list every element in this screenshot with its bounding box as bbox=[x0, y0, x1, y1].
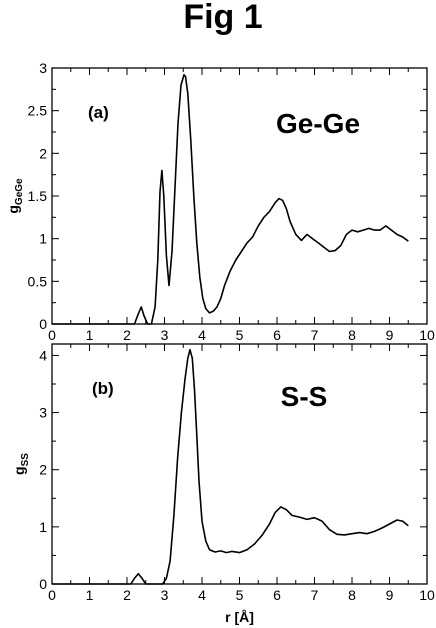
x-tick-label: 3 bbox=[161, 587, 169, 603]
y-axis-label-subscript: GeGe bbox=[14, 178, 25, 205]
y-axis-label: gGeGe bbox=[5, 178, 25, 214]
x-tick-label: 8 bbox=[348, 587, 356, 603]
y-axis-label: gSS bbox=[11, 453, 31, 475]
x-tick-label: 10 bbox=[419, 327, 435, 343]
x-tick-label: 10 bbox=[419, 587, 435, 603]
y-tick-label: 0 bbox=[39, 316, 47, 332]
y-tick-label: 1 bbox=[39, 519, 47, 535]
species-annotation: S-S bbox=[281, 381, 328, 412]
y-tick-label: 1.5 bbox=[28, 188, 48, 204]
x-tick-label: 6 bbox=[273, 587, 281, 603]
species-annotation: Ge-Ge bbox=[276, 108, 360, 139]
x-tick-label: 0 bbox=[48, 327, 56, 343]
y-tick-label: 3 bbox=[39, 405, 47, 421]
x-tick-label: 1 bbox=[86, 327, 94, 343]
x-tick-label: 3 bbox=[161, 327, 169, 343]
series-line bbox=[52, 74, 409, 325]
y-tick-label: 0.5 bbox=[28, 273, 48, 289]
x-tick-label: 2 bbox=[123, 587, 131, 603]
x-tick-label: 1 bbox=[86, 587, 94, 603]
x-tick-label: 5 bbox=[236, 587, 244, 603]
y-axis-label-main: g bbox=[5, 205, 21, 214]
y-tick-label: 2.5 bbox=[28, 103, 48, 119]
y-axis-label-main: g bbox=[11, 466, 27, 475]
y-tick-label: 2 bbox=[39, 145, 47, 161]
x-tick-label: 4 bbox=[198, 327, 206, 343]
x-tick-label: 0 bbox=[48, 587, 56, 603]
panel-b: 0 1 2 3 4 5 6 7 8 9 10 0 1 2 3 4 (b) S-S gSS r [Å] bbox=[11, 343, 435, 625]
x-tick-label: 4 bbox=[198, 587, 206, 603]
y-tick-label: 3 bbox=[39, 60, 47, 76]
x-tick-label: 9 bbox=[386, 327, 394, 343]
series-line bbox=[52, 348, 409, 585]
panel-a: 0 1 2 3 4 5 6 7 8 9 10 0 0.5 1 1.5 2 2.5 3 (a) Ge-Ge gGeGe bbox=[5, 60, 435, 343]
x-tick-label: 2 bbox=[123, 327, 131, 343]
y-tick-label: 4 bbox=[39, 347, 47, 363]
y-tick-label: 1 bbox=[39, 231, 47, 247]
x-tick-label: 9 bbox=[386, 587, 394, 603]
y-axis-label-subscript: SS bbox=[20, 453, 31, 467]
figure-title: Fig 1 bbox=[183, 0, 262, 36]
x-tick-label: 8 bbox=[348, 327, 356, 343]
x-tick-label: 6 bbox=[273, 327, 281, 343]
y-tick-label: 0 bbox=[39, 576, 47, 592]
panel-label: (b) bbox=[92, 379, 114, 398]
x-axis-label: r [Å] bbox=[225, 609, 254, 625]
x-tick-label: 5 bbox=[236, 327, 244, 343]
y-tick-label: 2 bbox=[39, 462, 47, 478]
panel-label: (a) bbox=[88, 103, 109, 122]
x-tick-label: 7 bbox=[311, 587, 319, 603]
x-tick-label: 7 bbox=[311, 327, 319, 343]
